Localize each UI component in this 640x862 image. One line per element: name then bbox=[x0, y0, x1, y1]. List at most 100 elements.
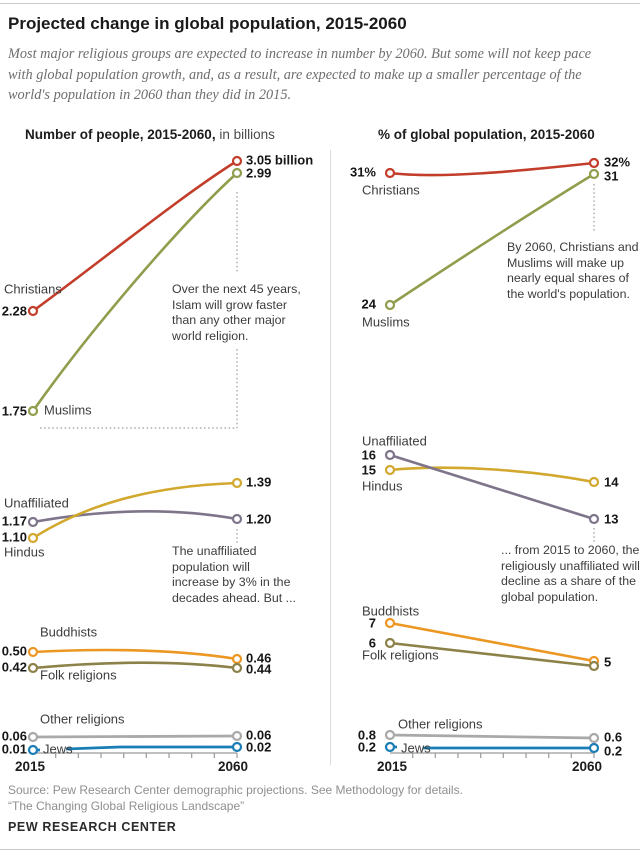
left-folk-religions-name-label: Folk religions bbox=[40, 667, 117, 683]
right-folk-religions-line bbox=[389, 641, 595, 668]
pew-research-center-brand: PEW RESEARCH CENTER bbox=[8, 820, 177, 834]
left-hindus-2015-marker bbox=[27, 532, 39, 544]
right-christians-line bbox=[389, 161, 595, 177]
left-unaffiliated-annotation: The unaffiliated population will increas… bbox=[172, 544, 296, 605]
page-title: Projected change in global population, 2… bbox=[8, 14, 407, 33]
left-hindus-2060-marker bbox=[231, 477, 243, 489]
right-hindus-end-value: 14 bbox=[604, 474, 619, 490]
left-hindus-start-value: 1.10 bbox=[1, 529, 27, 545]
right-unaffiliated-annotation: ... from 2015 to 2060, the religiously u… bbox=[501, 543, 640, 604]
left-hindus-name-label: Hindus bbox=[4, 544, 45, 560]
left-x-axis-end-label: 2060 bbox=[217, 759, 249, 774]
left-buddhists-end-value: 0.46 bbox=[246, 650, 272, 666]
right-christians-start-value: 31% bbox=[349, 164, 376, 180]
left-jews-end-value: 0.02 bbox=[246, 739, 272, 755]
right-hindus-name-label: Hindus bbox=[362, 478, 403, 494]
left-christians-2015-marker bbox=[27, 305, 39, 317]
left-muslims-end-value: 2.99 bbox=[246, 165, 272, 181]
right-other-religions-2015-marker bbox=[384, 729, 396, 741]
left-muslims-2015-marker bbox=[27, 405, 39, 417]
left-buddhists-2015-marker bbox=[27, 646, 39, 658]
left-x-axis-start-label: 2015 bbox=[14, 759, 46, 774]
right-panel-title: % of global population, 2015-2060 bbox=[378, 127, 595, 142]
left-other-religions-2015-marker bbox=[27, 731, 39, 743]
right-hindus-start-value: 15 bbox=[361, 462, 376, 478]
right-unaffiliated-end-value: 13 bbox=[604, 511, 619, 527]
left-buddhists-name-label: Buddhists bbox=[40, 624, 98, 640]
left-muslims-start-value: 1.75 bbox=[1, 403, 27, 419]
left-panel-title: Number of people, 2015-2060, in billions bbox=[25, 127, 275, 142]
left-other-religions-start-value: 0.06 bbox=[1, 728, 27, 744]
top-divider-rule bbox=[0, 3, 640, 4]
right-jews-name-label: Jews bbox=[401, 740, 431, 756]
left-buddhists-start-value: 0.50 bbox=[1, 643, 27, 659]
right-jews-start-value: 0.2 bbox=[357, 739, 376, 755]
left-unaffiliated-2015-marker bbox=[27, 516, 39, 528]
right-unaffiliated-name-label: Unaffiliated bbox=[362, 433, 427, 449]
left-christians-line bbox=[32, 159, 238, 313]
page-subtitle: Most major religious groups are expected… bbox=[8, 46, 592, 103]
right-muslims-start-value: 24 bbox=[361, 296, 376, 312]
right-muslims-name-label: Muslims bbox=[362, 314, 410, 330]
right-folk-religions-2015-marker bbox=[384, 637, 396, 649]
left-folk-religions-line bbox=[32, 661, 238, 670]
right-christians-name-label: Christians bbox=[362, 182, 420, 198]
right-christians-2015-marker bbox=[384, 167, 396, 179]
right-muslims-2015-marker bbox=[384, 299, 396, 311]
left-christians-end-value: 3.05 billion bbox=[246, 152, 314, 168]
left-hindus-line bbox=[32, 481, 238, 540]
left-muslims-name-label: Muslims bbox=[44, 402, 92, 418]
right-christians-end-value: 32% bbox=[604, 154, 631, 170]
right-equal-shares-annotation: By 2060, Christians and Muslims will mak… bbox=[507, 240, 639, 301]
right-hindus-2015-marker bbox=[384, 464, 396, 476]
left-muslims-2060-marker bbox=[231, 167, 243, 179]
left-other-religions-name-label: Other religions bbox=[40, 711, 125, 727]
right-x-axis-end-label: 2060 bbox=[571, 759, 603, 774]
right-buddhists-name-label: Buddhists bbox=[362, 603, 420, 619]
left-other-religions-line bbox=[32, 734, 238, 739]
left-islam-growth-dotted-bracket bbox=[40, 192, 238, 429]
left-unaffiliated-name-label: Unaffiliated bbox=[4, 495, 69, 511]
left-jews-start-value: 0.01 bbox=[1, 741, 27, 757]
footer-citation-text: “The Changing Global Religious Landscape… bbox=[8, 799, 245, 813]
right-unaffiliated-2015-marker bbox=[384, 449, 396, 461]
left-other-religions-2060-marker bbox=[231, 730, 243, 742]
left-jews-name-label: Jews bbox=[43, 741, 73, 757]
right-buddhists-line bbox=[389, 621, 595, 663]
right-other-religions-line bbox=[389, 733, 595, 740]
left-christians-name-label: Christians bbox=[4, 281, 62, 297]
left-hindus-end-value: 1.39 bbox=[246, 474, 272, 490]
right-jews-2060-marker bbox=[588, 742, 600, 754]
right-muslims-line bbox=[389, 172, 595, 307]
right-buddhists-start-value: 7 bbox=[368, 615, 376, 631]
left-folk-religions-end-value: 0.44 bbox=[246, 661, 272, 677]
footer-source-text: Source: Pew Research Center demographic … bbox=[8, 783, 463, 797]
right-christians-2060-marker bbox=[588, 157, 600, 169]
left-christians-2060-marker bbox=[231, 155, 243, 167]
left-panel-title-bold: Number of people, 2015-2060, bbox=[25, 127, 216, 142]
right-unaffiliated-2060-marker bbox=[588, 513, 600, 525]
right-jews-2015-marker bbox=[384, 741, 396, 753]
left-unaffiliated-end-value: 1.20 bbox=[246, 511, 272, 527]
right-buddhists-2015-marker bbox=[384, 617, 396, 629]
left-unaffiliated-start-value: 1.17 bbox=[1, 513, 27, 529]
left-unaffiliated-line bbox=[32, 510, 238, 524]
right-hindus-line bbox=[389, 466, 595, 484]
left-christians-start-value: 2.28 bbox=[1, 303, 27, 319]
right-unaffiliated-line bbox=[389, 453, 595, 521]
right-other-religions-2060-marker bbox=[588, 732, 600, 744]
left-islam-growth-annotation: Over the next 45 years, Islam will grow … bbox=[172, 282, 301, 343]
right-other-religions-end-value: 0.6 bbox=[604, 729, 623, 745]
right-other-religions-start-value: 0.8 bbox=[357, 727, 376, 743]
right-panel-title-bold: % of global population, 2015-2060 bbox=[378, 127, 595, 142]
bottom-divider-rule bbox=[0, 849, 640, 850]
right-folk-religions-start-value: 6 bbox=[368, 635, 376, 651]
right-x-axis-ticks bbox=[412, 753, 595, 758]
left-jews-2060-marker bbox=[231, 741, 243, 753]
left-buddhists-line bbox=[32, 648, 238, 661]
right-unaffiliated-start-value: 16 bbox=[361, 447, 376, 463]
left-jews-2015-marker bbox=[27, 744, 39, 756]
left-folk-religions-2060-marker bbox=[231, 662, 243, 674]
left-folk-religions-start-value: 0.42 bbox=[1, 659, 27, 675]
right-buddhists-end-value: 5 bbox=[604, 654, 612, 670]
